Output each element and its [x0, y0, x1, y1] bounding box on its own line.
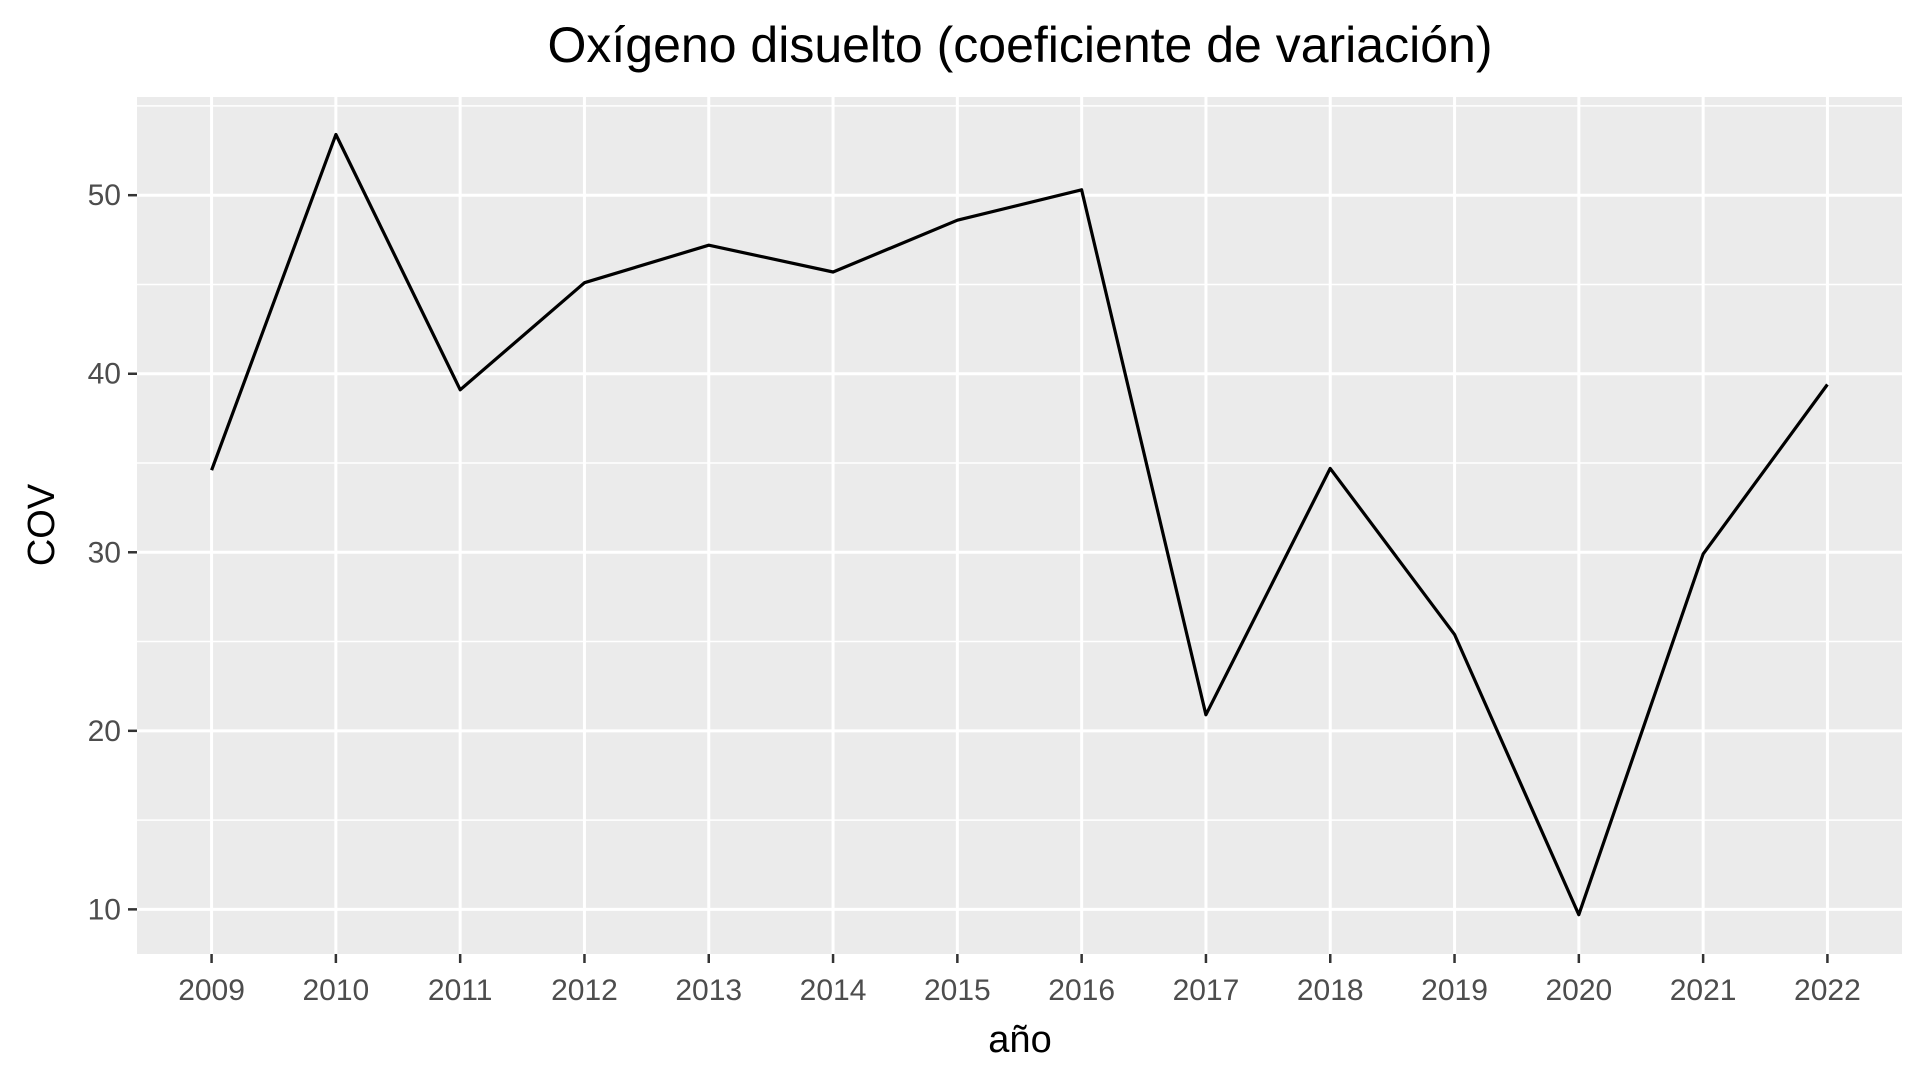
y-axis-title: COV: [21, 483, 63, 566]
series-layer: [210, 132, 1829, 917]
y-tick-label-0: 10: [88, 893, 121, 926]
minor-gridlines: [137, 105, 1902, 821]
x-tick-label-13: 2022: [1794, 974, 1861, 1007]
x-tick-label-1: 2010: [302, 974, 369, 1007]
x-tick-label-9: 2018: [1297, 974, 1364, 1007]
x-tick-label-7: 2016: [1048, 974, 1115, 1007]
x-axis-ticks: 2009 2010 2011 2012 2013 2014 2015 2016 2017 2018…: [178, 954, 1861, 1007]
x-tick-label-3: 2012: [551, 974, 618, 1007]
x-axis-title: año: [988, 1019, 1051, 1061]
x-tick-label-10: 2019: [1421, 974, 1488, 1007]
plot-panel: [137, 97, 1902, 954]
y-tick-label-2: 30: [88, 536, 121, 569]
x-tick-label-8: 2017: [1173, 974, 1240, 1007]
x-tick-label-2: 2011: [428, 974, 493, 1007]
series-line-0: [210, 132, 1829, 917]
y-axis-ticks: 10 20 30 40 50: [88, 179, 137, 926]
x-tick-label-0: 2009: [178, 974, 245, 1007]
x-tick-label-12: 2021: [1670, 974, 1737, 1007]
x-tick-label-6: 2015: [924, 974, 991, 1007]
y-tick-label-1: 20: [88, 715, 121, 748]
major-gridlines: [137, 97, 1902, 954]
y-tick-label-4: 50: [88, 179, 121, 212]
x-tick-label-11: 2020: [1545, 974, 1612, 1007]
chart-title: Oxígeno disuelto (coeficiente de variaci…: [548, 17, 1493, 73]
x-tick-label-4: 2013: [675, 974, 742, 1007]
y-tick-label-3: 40: [88, 358, 121, 391]
x-tick-label-5: 2014: [800, 974, 867, 1007]
